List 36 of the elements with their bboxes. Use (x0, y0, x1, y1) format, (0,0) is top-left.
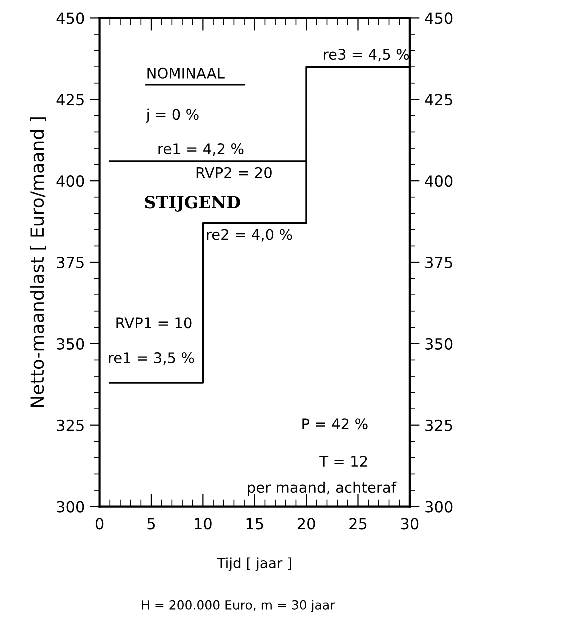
x-tick-label: 15 (246, 518, 264, 530)
annotation: T = 12 (320, 456, 368, 467)
y-tick-label: 400 (56, 176, 84, 188)
x-tick-label: 5 (148, 518, 156, 530)
y-tick-label: 350 (57, 338, 84, 350)
y2-tick-label: 375 (426, 256, 452, 269)
x-tick-label: 25 (350, 518, 367, 530)
annotation: RVP2 = 20 (196, 167, 272, 178)
x-tick-label: 20 (298, 518, 316, 530)
y-tick-label: 325 (57, 420, 84, 432)
y-axis-title: Netto-maandlast [ Euro/maand ] (30, 118, 46, 408)
y-tick-label: 425 (56, 94, 84, 106)
y2-tick-label: 325 (426, 420, 452, 432)
x-tick-label: 30 (401, 518, 419, 530)
annotation: P = 42 % (302, 418, 368, 430)
x-tick-label: 10 (195, 518, 212, 530)
y2-tick-label: 425 (425, 94, 452, 106)
x-tick-label: 0 (96, 518, 104, 530)
annotation: NOMINAAL (148, 68, 225, 79)
y-tick-label: 450 (56, 12, 84, 24)
annotation: re1 = 3,5 % (109, 352, 194, 366)
annotation: re2 = 4,0 % (207, 229, 292, 242)
y2-tick-label: 450 (425, 12, 453, 24)
annotation: RVP1 = 10 (116, 318, 192, 329)
text: H = 200.000 Euro, m = 30 jaar (142, 600, 336, 612)
annotation: re1 = 4,2 % (158, 144, 244, 156)
y2-tick-label: 350 (426, 338, 453, 350)
annotation: STIJGEND (145, 196, 240, 212)
x-axis-title: Tijd [ jaar ] (217, 558, 292, 572)
y2-tick-label: 400 (425, 176, 453, 188)
annotation: j = 0 % (146, 108, 199, 123)
y-tick-label: 375 (57, 256, 84, 269)
y-tick-label: 300 (57, 501, 84, 513)
annotation: re3 = 4,5 % (324, 49, 410, 62)
annotation: per maand, achteraf (248, 482, 397, 496)
y2-tick-label: 300 (426, 501, 453, 513)
